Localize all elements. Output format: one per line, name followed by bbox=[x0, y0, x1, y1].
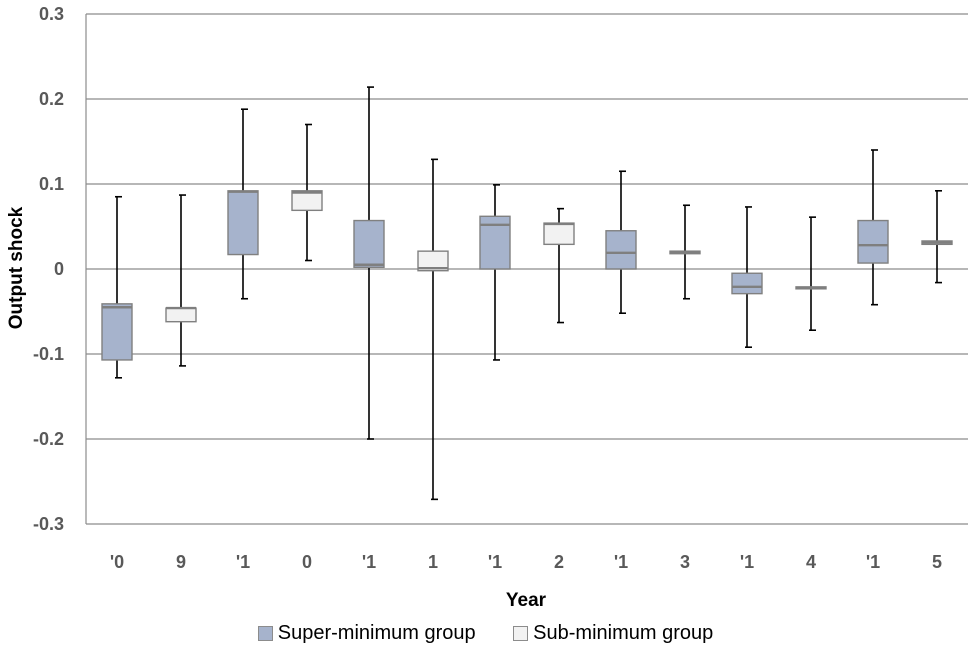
x-tick-label: '1 bbox=[740, 552, 754, 572]
box-plot-chart: -0.3 -0.2 -0.1 0 0.1 0.2 0.3 '0 9 '1 0 '1 1 '1 2 '1 3 '1… bbox=[6, 4, 968, 611]
iqr-box bbox=[857, 219, 889, 264]
y-axis-title: Output shock bbox=[6, 206, 27, 329]
box-super-minimum bbox=[353, 86, 385, 440]
x-tick-label: '1 bbox=[614, 552, 628, 572]
box-sub-minimum bbox=[165, 194, 197, 367]
x-tick-label: 9 bbox=[176, 552, 186, 572]
iqr-box bbox=[101, 303, 133, 361]
x-tick-label: 5 bbox=[932, 552, 942, 572]
x-tick-label: 1 bbox=[428, 552, 438, 572]
x-tick-label: 4 bbox=[806, 552, 816, 572]
x-tick-label: 2 bbox=[554, 552, 564, 572]
y-tick-label: -0.1 bbox=[33, 344, 64, 364]
x-tick-label: '1 bbox=[362, 552, 376, 572]
box-super-minimum bbox=[731, 206, 763, 349]
legend-label-super-minimum: Super-minimum group bbox=[277, 622, 476, 644]
box-super-minimum bbox=[227, 108, 259, 300]
x-tick-label: 3 bbox=[680, 552, 690, 572]
box-sub-minimum bbox=[795, 216, 827, 332]
iqr-box bbox=[353, 219, 385, 269]
iqr-box bbox=[417, 250, 449, 272]
y-tick-label: 0 bbox=[54, 259, 64, 279]
gridlines bbox=[85, 13, 968, 525]
iqr-box bbox=[731, 272, 763, 295]
y-tick-label: 0.3 bbox=[39, 4, 64, 24]
x-tick-label: '0 bbox=[110, 552, 124, 572]
legend-label-sub-minimum: Sub-minimum group bbox=[533, 622, 714, 644]
x-tick-label: '1 bbox=[236, 552, 250, 572]
iqr-box bbox=[605, 230, 637, 270]
box-sub-minimum bbox=[291, 123, 323, 262]
iqr-box bbox=[227, 190, 259, 256]
y-tick-label: 0.2 bbox=[39, 89, 64, 109]
y-tick-labels: -0.3 -0.2 -0.1 0 0.1 0.2 0.3 bbox=[33, 4, 64, 534]
box-series bbox=[101, 86, 953, 501]
legend-swatch-sub-minimum bbox=[513, 626, 529, 641]
x-tick-label: '1 bbox=[488, 552, 502, 572]
legend-item-sub-minimum: Sub-minimum group bbox=[513, 622, 713, 645]
x-tick-label: '1 bbox=[866, 552, 880, 572]
box-sub-minimum bbox=[669, 204, 701, 300]
x-tick-labels: '0 9 '1 0 '1 1 '1 2 '1 3 '1 4 '1 5 bbox=[110, 552, 942, 572]
box-super-minimum bbox=[101, 195, 133, 379]
legend-swatch-super-minimum bbox=[257, 626, 273, 641]
x-axis-title: Year bbox=[506, 590, 547, 611]
iqr-box bbox=[543, 222, 575, 246]
y-tick-label: 0.1 bbox=[39, 174, 64, 194]
box-super-minimum bbox=[479, 184, 511, 361]
box-sub-minimum bbox=[417, 158, 449, 501]
legend-item-super-minimum: Super-minimum group bbox=[257, 622, 476, 645]
box-super-minimum bbox=[605, 170, 637, 315]
box-sub-minimum bbox=[921, 190, 953, 284]
box-sub-minimum bbox=[543, 207, 575, 324]
iqr-box bbox=[165, 307, 197, 323]
box-super-minimum bbox=[857, 149, 889, 306]
y-tick-label: -0.2 bbox=[33, 429, 64, 449]
iqr-box bbox=[291, 190, 323, 212]
legend: Super-minimum group Sub-minimum group bbox=[0, 622, 971, 647]
x-tick-label: 0 bbox=[302, 552, 312, 572]
y-tick-label: -0.3 bbox=[33, 514, 64, 534]
